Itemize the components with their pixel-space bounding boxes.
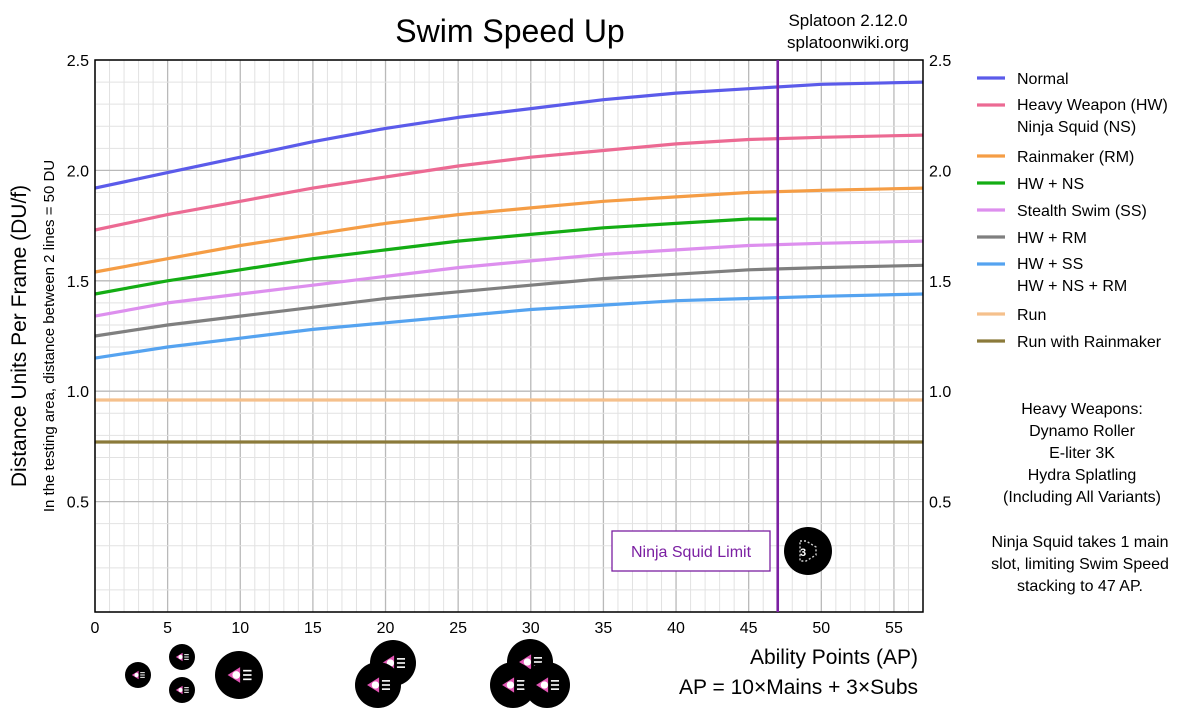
series-line bbox=[94, 263, 924, 338]
y-tick-label-left: 0.5 bbox=[67, 495, 89, 512]
legend-label: HW + NS bbox=[1017, 176, 1084, 193]
legend-label: Heavy Weapon (HW) bbox=[1017, 97, 1168, 114]
x-tick-label: 10 bbox=[231, 620, 249, 637]
limit-label: Ninja Squid Limit bbox=[631, 544, 752, 561]
plot-frame bbox=[94, 59, 924, 613]
x-tick-label: 40 bbox=[667, 620, 685, 637]
x-tick-label: 35 bbox=[595, 620, 613, 637]
y-axis-label: Distance Units Per Frame (DU/f) bbox=[8, 185, 31, 487]
ninja-squid-limit: Ninja Squid Limit 3 bbox=[611, 60, 832, 612]
heavy-weapons-note: Heavy Weapons: bbox=[1021, 401, 1143, 418]
legend-label: HW + RM bbox=[1017, 230, 1087, 247]
chart-title: Swim Speed Up bbox=[395, 13, 624, 49]
y-tick-label-left: 1.0 bbox=[67, 384, 89, 401]
ability-icon bbox=[169, 677, 195, 703]
ap-icons bbox=[125, 639, 570, 708]
x-tick-label: 45 bbox=[740, 620, 758, 637]
y-tick-label-left: 1.5 bbox=[67, 274, 89, 291]
squid-icon-eye bbox=[506, 681, 515, 689]
legend-label: HW + NS + RM bbox=[1017, 278, 1127, 295]
source-site: splatoonwiki.org bbox=[787, 33, 909, 52]
notes: Heavy Weapons: Dynamo Roller E-liter 3K Hyd… bbox=[991, 401, 1169, 595]
ability-icon bbox=[215, 651, 263, 699]
ability-icon bbox=[355, 662, 401, 708]
series-line bbox=[94, 217, 778, 296]
y-tick-label-right: 0.5 bbox=[929, 495, 951, 512]
x-axis-sublabel: AP = 10×Mains + 3×Subs bbox=[679, 676, 918, 699]
limit-label-box bbox=[611, 530, 771, 572]
legend-label: HW + SS bbox=[1017, 256, 1083, 273]
x-tick-label: 50 bbox=[812, 620, 830, 637]
ninja-squid-icon bbox=[784, 527, 832, 575]
ninja-squid-icon-outline bbox=[799, 540, 817, 562]
axes bbox=[94, 59, 924, 613]
x-axis-label: Ability Points (AP) bbox=[750, 646, 918, 669]
tick-labels: 0 5 10 15 20 25 30 35 40 45 50 55 0.5 0.5 1.0 1.0 1.5 1.5… bbox=[67, 53, 952, 637]
legend: Normal Heavy Weapon (HW) Ninja Squid (NS) R… bbox=[977, 71, 1168, 351]
legend-label: Normal bbox=[1017, 71, 1069, 88]
y-tick-label-right: 2.0 bbox=[929, 163, 951, 180]
legend-label: Rainmaker (RM) bbox=[1017, 149, 1134, 166]
legend-label: Stealth Swim (SS) bbox=[1017, 203, 1147, 220]
x-tick-label: 20 bbox=[377, 620, 395, 637]
series-lines bbox=[94, 80, 924, 444]
legend-label: Run bbox=[1017, 307, 1046, 324]
legend-label: Run with Rainmaker bbox=[1017, 334, 1162, 351]
heavy-weapons-note: E-liter 3K bbox=[1049, 445, 1115, 462]
y-tick-label-left: 2.0 bbox=[67, 163, 89, 180]
y-tick-label-right: 1.0 bbox=[929, 384, 951, 401]
legend-label: Ninja Squid (NS) bbox=[1017, 119, 1136, 136]
heavy-weapons-note: Dynamo Roller bbox=[1029, 423, 1135, 440]
heavy-weapons-note: (Including All Variants) bbox=[1003, 489, 1161, 506]
series-line bbox=[94, 292, 924, 360]
source-version: Splatoon 2.12.0 bbox=[788, 11, 907, 30]
squid-icon-eye bbox=[178, 654, 183, 660]
y-tick-label-left: 2.5 bbox=[67, 53, 89, 70]
squid-icon-eye bbox=[523, 658, 532, 666]
series-line bbox=[94, 239, 924, 318]
ability-icon bbox=[490, 662, 536, 708]
squid-icon-eye bbox=[134, 672, 139, 678]
series-line bbox=[94, 186, 924, 274]
series-line bbox=[94, 80, 924, 190]
ability-icon bbox=[524, 662, 570, 708]
y-axis-sublabel: In the testing area, distance between 2 … bbox=[41, 160, 58, 512]
x-tick-label: 0 bbox=[91, 620, 100, 637]
ability-icon bbox=[125, 662, 151, 688]
ninja-squid-note: slot, limiting Swim Speed bbox=[991, 556, 1169, 573]
heavy-weapons-note: Hydra Splatling bbox=[1028, 467, 1137, 484]
x-tick-label: 5 bbox=[163, 620, 172, 637]
x-tick-label: 15 bbox=[304, 620, 322, 637]
x-tick-label: 55 bbox=[885, 620, 903, 637]
y-tick-label-right: 2.5 bbox=[929, 53, 951, 70]
series-line bbox=[94, 133, 924, 232]
x-tick-label: 25 bbox=[449, 620, 467, 637]
x-tick-label: 30 bbox=[522, 620, 540, 637]
squid-icon-eye bbox=[232, 671, 241, 679]
squid-icon-eye bbox=[371, 681, 380, 689]
ninja-squid-note: Ninja Squid takes 1 main bbox=[992, 534, 1169, 551]
squid-icon-eye bbox=[540, 681, 549, 689]
y-tick-label-right: 1.5 bbox=[929, 274, 951, 291]
ninja-squid-note: stacking to 47 AP. bbox=[1017, 578, 1143, 595]
ability-icon bbox=[169, 644, 195, 670]
ninja-squid-icon-mark: 3 bbox=[800, 547, 806, 559]
squid-icon-eye bbox=[178, 687, 183, 693]
